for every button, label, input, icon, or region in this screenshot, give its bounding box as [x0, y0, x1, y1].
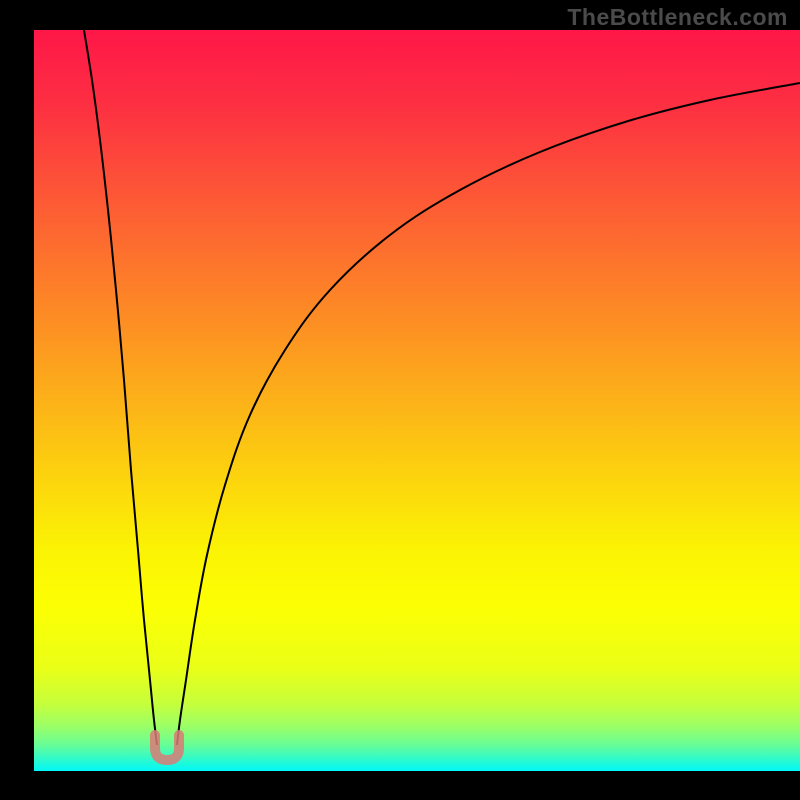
- bottleneck-curve: [84, 30, 157, 745]
- curve-overlay: [0, 0, 800, 800]
- attribution-text: TheBottleneck.com: [567, 4, 788, 31]
- cusp-marker: [155, 735, 179, 760]
- bottleneck-curve: [177, 83, 800, 745]
- chart-container: TheBottleneck.com: [0, 0, 800, 800]
